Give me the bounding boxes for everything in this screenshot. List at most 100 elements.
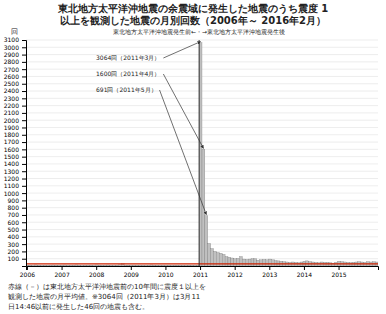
y-tick-label: 2100 [4,109,19,116]
bar [49,265,52,266]
y-tick-label: 300 [8,241,20,248]
y-tick: 500 [8,226,26,233]
bar [101,265,104,266]
bar [170,265,173,266]
bar [95,265,98,266]
y-tick: 1700 [4,138,26,145]
y-tick: 2300 [4,95,26,102]
bar [153,265,156,266]
y-tick-mark [22,230,26,231]
bar [64,265,67,266]
x-tick-label: 2015 [331,271,346,278]
y-tick-mark [22,208,26,209]
y-tick: 100 [8,255,26,262]
y-tick-mark [22,47,26,48]
y-tick-label: 1400 [4,160,19,167]
bar [87,265,90,266]
y-tick: 2100 [4,109,26,116]
bar [164,265,167,266]
x-tick: 2011 [193,266,208,278]
annotations: 3064回（2011年3月）1600回（2011年4月）691回（2011年5月… [96,42,206,215]
x-tick: 2013 [262,266,277,278]
y-tick-mark [22,222,26,223]
bar [173,265,176,266]
bar [84,265,87,266]
bar [254,259,257,266]
bar [263,259,266,266]
y-axis: 1002003004005006007008009001000110012001… [4,36,27,266]
x-tick: 2010 [158,266,173,278]
y-tick-mark [22,186,26,187]
bar [159,265,162,266]
bar [242,259,245,266]
x-tick-label: 2007 [54,271,69,278]
y-tick: 400 [8,233,26,240]
bar [89,265,92,266]
bar [162,265,165,266]
y-tick-label: 1100 [4,182,19,189]
bar [124,265,127,266]
bar [144,265,147,266]
x-axis-line [27,267,379,271]
y-tick-label: 3100 [4,36,19,43]
bar [127,265,130,266]
bar [29,265,32,266]
x-tick: 2008 [89,266,104,278]
annotation-arrow [163,74,203,148]
bar [92,265,95,266]
bar [139,265,142,266]
bar [150,265,153,266]
title: 東北地方太平洋沖地震の余震域に発生した地震のうち震度 1以上を観測した地震の月別… [57,3,328,26]
y-tick-mark [22,55,26,56]
y-axis-line [22,41,27,267]
y-tick-label: 500 [8,226,20,233]
bar [107,265,110,266]
x-tick-mark [339,266,340,270]
y-tick: 2600 [4,73,26,80]
bar [208,243,211,266]
y-tick: 1800 [4,131,26,138]
x-tick-mark [235,266,236,270]
bar [248,259,251,266]
y-tick-mark [22,113,26,114]
bar [225,257,228,266]
y-tick-mark [22,259,26,260]
y-tick-label: 600 [8,219,20,226]
footer-text: 観測した地震の月平均値。※3064回（2011年3月）は3月11 [8,293,200,301]
y-tick: 2900 [4,51,26,58]
y-tick-mark [22,127,26,128]
footer-text: 赤線（－）は東北地方太平洋沖地震前の10年間に震度１以上を [8,283,206,291]
bar [156,265,159,266]
y-tick-label: 900 [8,197,20,204]
y-tick: 2800 [4,58,26,65]
x-axis: 2006200720082009201020112012201320142015 [20,266,379,278]
bar [40,265,43,266]
y-tick: 2000 [4,117,26,124]
y-tick-mark [22,200,26,201]
y-tick-label: 200 [8,248,20,255]
y-tick-mark [22,106,26,107]
bar [193,265,196,266]
y-tick-label: 3000 [4,44,19,51]
y-tick: 2400 [4,87,26,94]
x-tick-label: 2011 [193,271,208,278]
y-tick-mark [22,84,26,85]
y-tick-mark [22,135,26,136]
y-tick: 1100 [4,182,26,189]
x-tick: 2007 [54,266,69,278]
y-tick-mark [22,251,26,252]
bar [104,265,107,266]
y-tick-label: 1800 [4,131,19,138]
subtitle: 東北地方太平洋沖地震発生前←・→東北地方太平洋沖地震発生後 [113,28,285,35]
y-tick: 700 [8,211,26,218]
y-tick: 1400 [4,160,26,167]
x-tick-mark [200,266,201,270]
y-tick-label: 2200 [4,102,19,109]
bar [237,258,240,266]
y-tick-mark [22,40,26,41]
bar [268,259,271,266]
x-tick-mark [131,266,132,270]
y-tick-label: 1500 [4,153,19,160]
y-tick-mark [22,164,26,165]
bar [130,265,133,266]
